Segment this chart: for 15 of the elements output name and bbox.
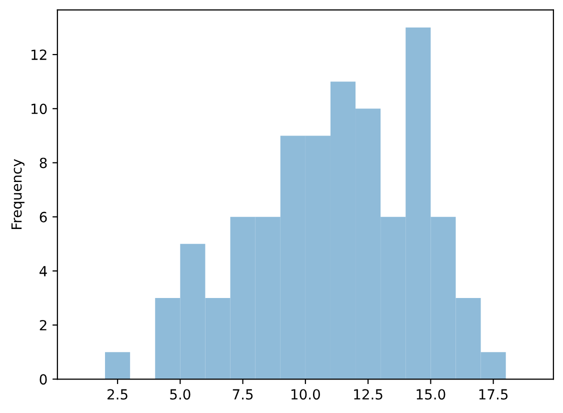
x-tick-label: 5.0: [170, 389, 190, 400]
x-tick-label: 15.0: [416, 389, 446, 400]
y-tick-label: 6: [40, 212, 47, 222]
y-axis-title: Frequency: [11, 159, 24, 230]
x-tick-label: 2.5: [108, 389, 128, 400]
y-tick-label: 12: [32, 50, 46, 60]
y-tick-label: 0: [40, 374, 47, 385]
x-tick-label: 17.5: [479, 389, 508, 400]
x-tick-label: 7.5: [232, 389, 253, 400]
y-tick-label: 4: [40, 266, 47, 276]
x-tick-label: 10.0: [291, 389, 320, 400]
y-tick-label: 10: [32, 104, 47, 114]
x-tick-label: 12.5: [354, 389, 382, 400]
y-tick-label: 8: [40, 158, 47, 168]
y-tick-label: 2: [40, 320, 46, 330]
